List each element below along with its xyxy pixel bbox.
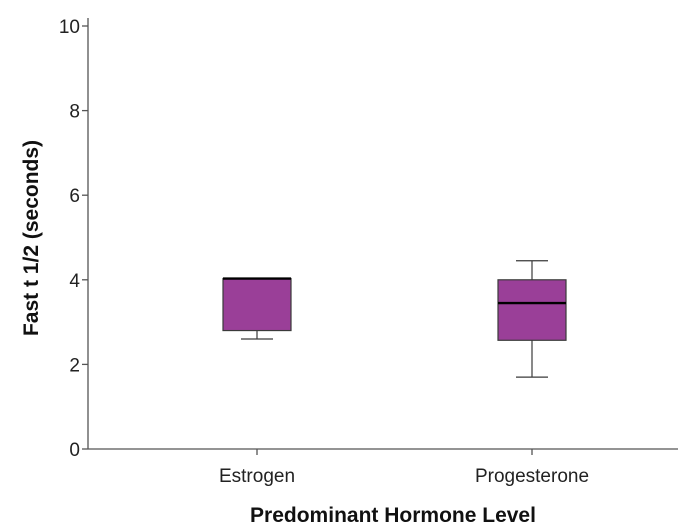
x-tick-label: Estrogen bbox=[219, 466, 295, 487]
box-progesterone bbox=[497, 260, 567, 378]
box-estrogen bbox=[222, 277, 292, 340]
box-series bbox=[222, 260, 567, 378]
y-tick-label: 6 bbox=[69, 186, 80, 207]
y-tick-label: 10 bbox=[59, 17, 80, 38]
x-axis-title: Predominant Hormone Level bbox=[250, 504, 536, 527]
axes bbox=[82, 18, 678, 455]
tick-labels: 0 2 4 6 8 10 Estrogen Progesterone bbox=[59, 17, 589, 487]
iqr-box bbox=[497, 279, 567, 341]
iqr-box bbox=[222, 277, 292, 332]
y-tick-label: 0 bbox=[69, 440, 80, 461]
y-axis-title: Fast t 1/2 (seconds) bbox=[20, 140, 43, 336]
y-tick-label: 4 bbox=[69, 271, 80, 292]
y-tick-label: 2 bbox=[69, 355, 80, 376]
y-tick-label: 8 bbox=[69, 102, 80, 123]
x-tick-label: Progesterone bbox=[475, 466, 589, 487]
